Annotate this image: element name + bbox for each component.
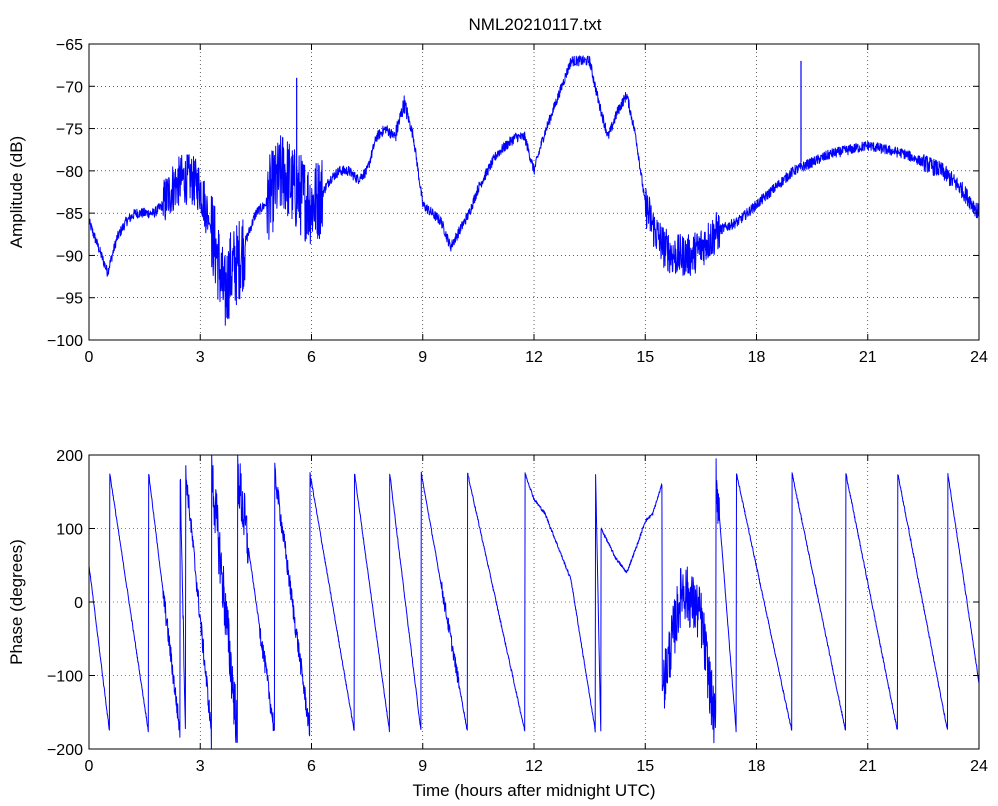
phase-xtick-label: 21 [859,758,877,775]
amplitude-xtick-label: 15 [636,349,654,366]
figure-title: NML20210117.txt [469,15,602,34]
phase-ytick-label: 0 [74,595,83,612]
phase-ytick-label: −200 [47,742,83,759]
amplitude-ytick-label: −75 [56,122,83,139]
amplitude-xtick-label: 0 [85,349,94,366]
phase-xlabel: Time (hours after midnight UTC) [412,781,655,800]
amplitude-panel: 0 3 6 9 12 15 18 21 24 −100 −95 −90 −85 −80 −75 −70 −65 A… [7,37,988,366]
phase-ylabel: Phase (degrees) [7,539,26,665]
amplitude-ytick-label: −80 [56,164,83,181]
amplitude-ytick-label: −95 [56,291,83,308]
amplitude-series-line [88,55,980,326]
phase-xtick-label: 3 [196,758,205,775]
phase-ytick-label: −100 [47,669,83,686]
phase-xtick-label: 18 [748,758,766,775]
phase-xtick-label: 12 [525,758,543,775]
amplitude-xtick-label: 24 [970,349,988,366]
phase-panel: 0 3 6 9 12 15 18 21 24 −200 −100 0 100 200 Phase (degr… [7,448,988,800]
amplitude-ytick-label: −90 [56,248,83,265]
phase-xtick-label: 9 [418,758,427,775]
amplitude-xtick-label: 21 [859,349,877,366]
phase-xtick-label: 15 [636,758,654,775]
amplitude-xtick-label: 3 [196,349,205,366]
amplitude-xtick-label: 6 [307,349,316,366]
amplitude-ytick-label: −85 [56,206,83,223]
amplitude-ytick-label: −100 [47,333,83,350]
amplitude-xtick-label: 12 [525,349,543,366]
amplitude-xtick-label: 9 [418,349,427,366]
phase-xtick-label: 0 [85,758,94,775]
phase-ytick-label: 100 [56,522,83,539]
phase-ytick-label: 200 [56,448,83,465]
amplitude-ytick-label: −70 [56,79,83,96]
amplitude-xtick-label: 18 [748,349,766,366]
phase-xtick-label: 24 [970,758,988,775]
phase-xtick-label: 6 [307,758,316,775]
phase-series-line [88,454,980,750]
amplitude-ytick-label: −65 [56,37,83,54]
amplitude-ylabel: Amplitude (dB) [7,136,26,248]
